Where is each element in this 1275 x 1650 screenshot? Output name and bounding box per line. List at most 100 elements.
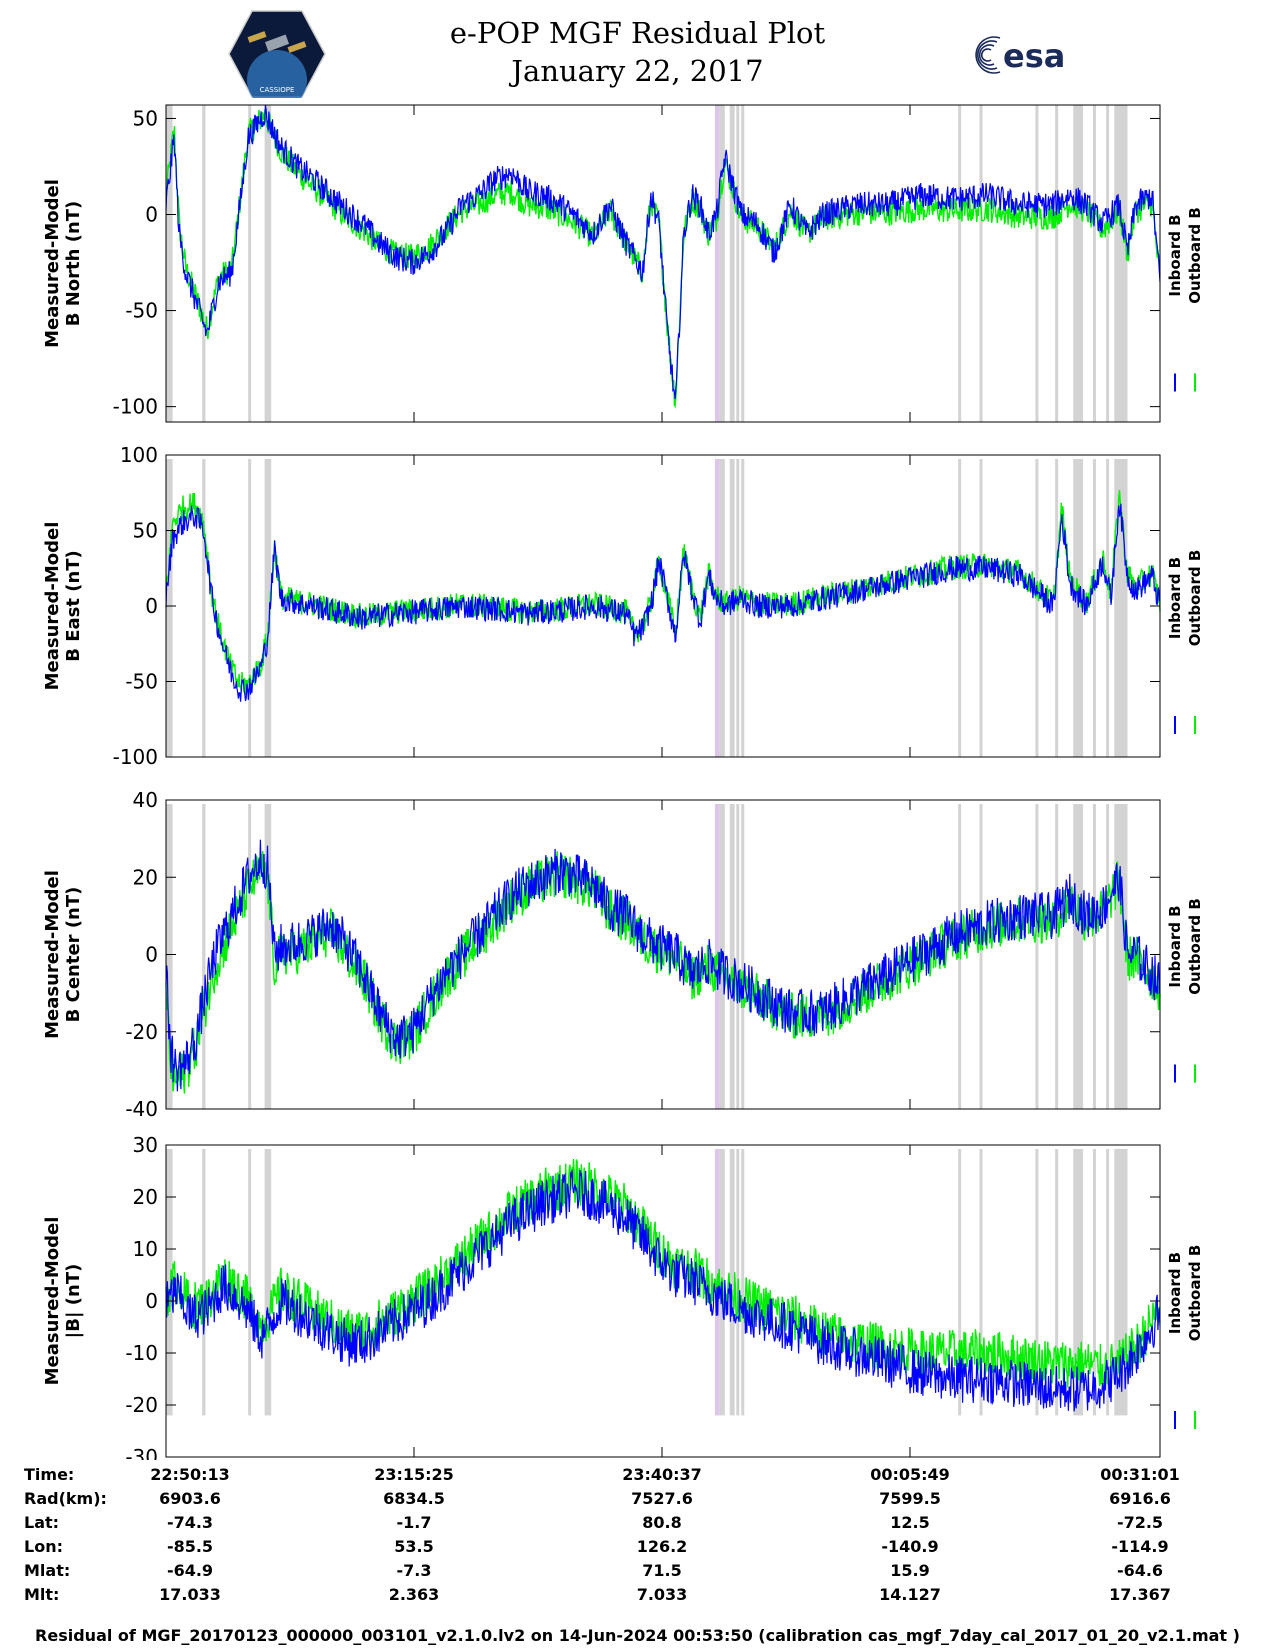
shaded-interval — [248, 1149, 252, 1416]
orbit-row-label: Rad(km): — [24, 1489, 107, 1508]
chart-date: January 22, 2017 — [511, 54, 764, 88]
shaded-interval — [202, 804, 206, 1109]
y-tick-label: 50 — [133, 519, 158, 543]
legend-entry-outboard: Outboard B — [1186, 1245, 1204, 1342]
orbit-row-value: -85.5 — [166, 1537, 214, 1556]
mission-logo-text: CASSIOPE — [260, 86, 295, 94]
title-block: e-POP MGF Residual Plot January 22, 2017 — [0, 14, 1275, 90]
orbit-row-label: Time: — [24, 1465, 75, 1484]
shaded-interval — [248, 105, 252, 422]
orbit-row-value: -7.3 — [396, 1561, 432, 1580]
orbit-row-label: Lat: — [24, 1513, 60, 1532]
legend: Inboard B Outboard B — [1166, 898, 1204, 1083]
legend: Inboard B Outboard B — [1166, 550, 1204, 734]
mission-logo: CASSIOPE — [228, 10, 326, 98]
y-tick-label: 20 — [133, 1185, 158, 1209]
shaded-interval — [979, 804, 983, 1109]
shaded-interval — [1055, 459, 1059, 757]
y-tick-label: 30 — [133, 1133, 158, 1157]
legend: Inboard B Outboard B — [1166, 1245, 1204, 1429]
y-tick-label: -100 — [113, 395, 158, 419]
panel-4: 30 20 10 0 -10 -20 -30 Measured-Model|B| (nT) In… — [42, 1133, 1204, 1460]
series-outboard — [165, 490, 1161, 695]
shaded-interval — [1073, 1149, 1084, 1416]
y-tick-label: -40 — [125, 1097, 158, 1121]
y-axis-label-line2: B Center (nT) — [63, 887, 84, 1023]
shaded-interval — [1114, 1149, 1128, 1416]
orbit-row-value: 6834.5 — [383, 1489, 445, 1508]
shaded-interval — [166, 1149, 173, 1416]
shaded-interval — [958, 459, 962, 757]
chart-title: e-POP MGF Residual Plot — [449, 16, 826, 50]
shaded-interval — [1073, 459, 1084, 757]
orbit-row-label: Mlat: — [24, 1561, 71, 1580]
orbit-row-value: 2.363 — [388, 1585, 440, 1604]
legend-entry-inboard: Inboard B — [1166, 905, 1184, 987]
y-axis-label-line2: B North (nT) — [63, 201, 84, 327]
orbit-row-value: -114.9 — [1111, 1537, 1169, 1556]
orbit-row-value: 6903.6 — [159, 1489, 221, 1508]
legend-labels: Inboard B Outboard B — [1166, 207, 1204, 304]
y-tick-label: 20 — [133, 865, 158, 889]
orbit-row-value: -64.6 — [1116, 1561, 1164, 1580]
legend: Inboard B Outboard B — [1166, 207, 1204, 392]
shaded-interval — [729, 1149, 735, 1416]
y-tick-label: 50 — [133, 106, 158, 130]
shaded-interval — [1035, 459, 1039, 757]
y-axis-label-line1: Measured-Model — [42, 870, 63, 1039]
shaded-interval — [166, 804, 173, 1109]
shaded-interval — [248, 459, 252, 757]
shaded-interval — [1035, 1149, 1039, 1416]
y-tick-label: -10 — [125, 1341, 158, 1365]
orbit-row-value: 14.127 — [879, 1585, 941, 1604]
legend-entry-outboard: Outboard B — [1186, 207, 1204, 304]
shaded-interval — [1055, 1149, 1059, 1416]
shaded-interval — [264, 459, 272, 757]
orbit-row-value: 7599.5 — [879, 1489, 941, 1508]
shaded-interval — [736, 804, 740, 1109]
shaded-interval — [719, 105, 725, 422]
orbit-row-value: -74.3 — [166, 1513, 214, 1532]
axes-frame — [165, 104, 1161, 423]
shaded-interval — [958, 804, 962, 1109]
orbit-row-value: 7.033 — [636, 1585, 688, 1604]
y-axis-label-line2: B East (nT) — [63, 550, 84, 662]
shaded-interval — [741, 804, 745, 1109]
legend-labels: Inboard B Outboard B — [1166, 550, 1204, 647]
shaded-interval — [1055, 804, 1059, 1109]
y-axis-label: Measured-Model|B| (nT) — [42, 1217, 84, 1386]
y-axis-label: Measured-ModelB Center (nT) — [42, 870, 84, 1039]
y-tick-label: -20 — [125, 1020, 158, 1044]
orbit-row-value: 22:50:13 — [150, 1465, 230, 1484]
orbit-row-value: 17.367 — [1109, 1585, 1171, 1604]
orbit-row-value: 53.5 — [394, 1537, 434, 1556]
shaded-interval — [1106, 459, 1110, 757]
shaded-interval — [1106, 1149, 1110, 1416]
shaded-interval — [1035, 804, 1039, 1109]
series-outboard — [165, 851, 1161, 1094]
legend-entry-inboard: Inboard B — [1166, 557, 1184, 639]
y-tick-label: -50 — [125, 299, 158, 323]
orbit-row-value: 00:31:01 — [1100, 1465, 1180, 1484]
shaded-interval — [736, 105, 740, 422]
y-axis-label-line2: |B| (nT) — [63, 1264, 84, 1339]
shaded-interval — [958, 1149, 962, 1416]
panel-1: 50 0 -50 -100 Measured-ModelB North (nT) Inbo… — [42, 104, 1204, 423]
panel-2: 100 50 0 -50 -100 Measured-ModelB East (nT) In… — [42, 443, 1204, 769]
orbit-row-value: 7527.6 — [631, 1489, 693, 1508]
y-tick-label: 40 — [133, 788, 158, 812]
orbit-row-label: Lon: — [24, 1537, 63, 1556]
series-inboard — [165, 1169, 1161, 1412]
shaded-interval — [979, 105, 983, 422]
shaded-interval — [958, 105, 962, 422]
shaded-interval — [1055, 105, 1059, 422]
orbit-row-value: -140.9 — [881, 1537, 939, 1556]
shaded-interval — [264, 804, 272, 1109]
y-tick-label: -50 — [125, 670, 158, 694]
orbit-row-value: 80.8 — [642, 1513, 682, 1532]
orbit-table: Time: 22:50:13 23:15:25 23:40:37 00:05:49 00:… — [0, 1465, 1275, 1635]
orbit-row-value: -72.5 — [1116, 1513, 1164, 1532]
y-axis-label: Measured-ModelB North (nT) — [42, 179, 84, 348]
series-outboard — [165, 109, 1161, 409]
shaded-interval — [1092, 804, 1096, 1109]
